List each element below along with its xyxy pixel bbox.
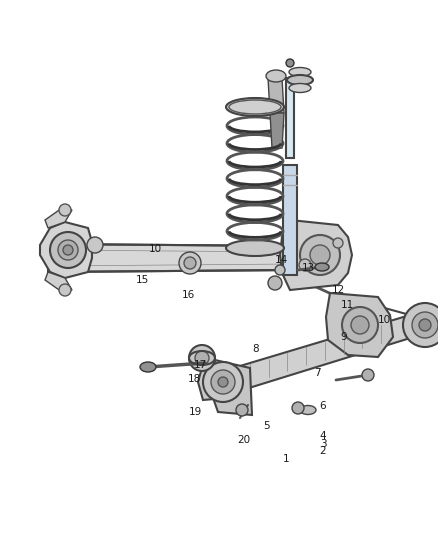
Polygon shape [40,222,92,278]
Polygon shape [270,113,284,148]
Circle shape [342,307,378,343]
Text: 11: 11 [341,300,354,310]
Circle shape [412,312,438,338]
Polygon shape [198,364,238,400]
Text: 8: 8 [252,344,258,354]
Text: 4: 4 [320,431,326,441]
Ellipse shape [226,240,284,256]
Text: 18: 18 [187,375,201,384]
Circle shape [63,245,73,255]
Ellipse shape [315,263,329,271]
Circle shape [351,316,369,334]
Text: 14: 14 [275,255,288,265]
Polygon shape [220,315,420,392]
Ellipse shape [140,362,156,372]
Circle shape [59,284,71,296]
Circle shape [50,232,86,268]
Circle shape [203,362,243,402]
Circle shape [59,204,71,216]
Circle shape [299,259,311,271]
Text: 3: 3 [320,439,326,449]
Circle shape [218,377,228,387]
Circle shape [87,237,103,253]
Text: 12: 12 [332,285,345,295]
Text: 1: 1 [283,455,289,464]
Ellipse shape [229,100,281,114]
Ellipse shape [226,98,284,116]
Circle shape [184,257,196,269]
Circle shape [310,245,330,265]
Polygon shape [326,293,393,357]
Ellipse shape [266,70,286,82]
Ellipse shape [300,406,316,415]
Circle shape [419,319,431,331]
Polygon shape [212,360,252,415]
Bar [283,165,297,275]
Circle shape [403,303,438,347]
Ellipse shape [289,68,311,77]
Circle shape [236,404,248,416]
Bar [286,78,294,158]
Circle shape [189,345,215,371]
Ellipse shape [287,75,313,85]
Text: 10: 10 [149,244,162,254]
Circle shape [195,351,209,365]
Polygon shape [280,220,352,290]
Circle shape [333,238,343,248]
Text: 6: 6 [320,401,326,411]
Text: 9: 9 [341,333,347,342]
Circle shape [211,370,235,394]
Circle shape [286,59,294,67]
Text: 7: 7 [314,368,321,378]
Circle shape [292,402,304,414]
Circle shape [300,235,340,275]
Circle shape [179,252,201,274]
Polygon shape [45,208,72,228]
Text: 17: 17 [194,360,207,369]
Text: 10: 10 [378,315,391,325]
Circle shape [268,276,282,290]
Ellipse shape [289,84,311,93]
Circle shape [362,369,374,381]
Text: 2: 2 [320,447,326,456]
Text: 16: 16 [182,290,195,300]
Circle shape [275,265,285,275]
Polygon shape [268,78,284,113]
Text: 15: 15 [136,276,149,285]
Text: 13: 13 [301,263,314,273]
Text: 5: 5 [263,422,269,431]
Circle shape [58,240,78,260]
Polygon shape [45,272,72,292]
Text: 20: 20 [237,435,251,445]
Text: 19: 19 [189,407,202,417]
Polygon shape [48,244,295,272]
